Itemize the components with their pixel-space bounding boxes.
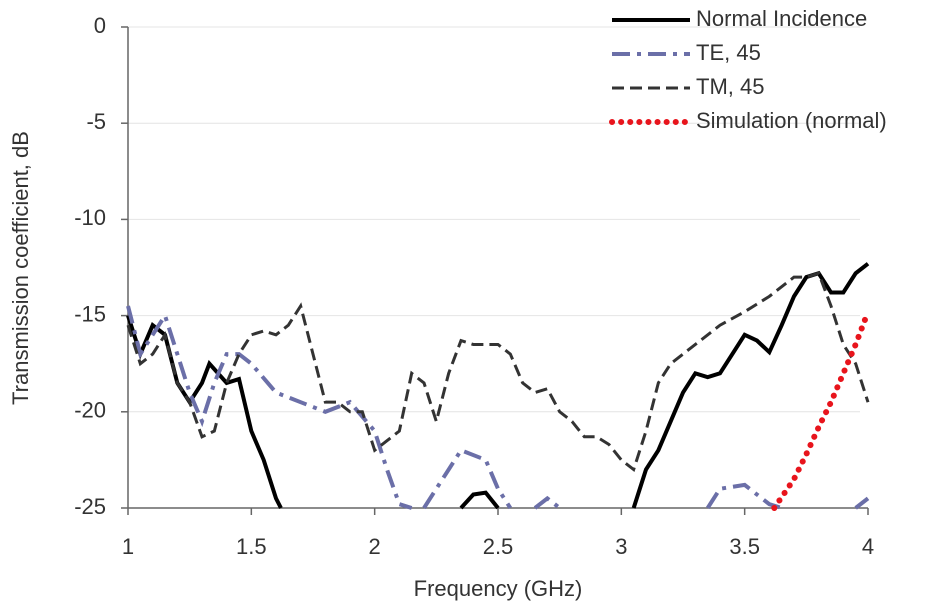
legend-label: TM, 45 <box>696 74 764 99</box>
x-axis-title: Frequency (GHz) <box>414 576 583 601</box>
y-tick-label: -10 <box>74 205 106 230</box>
x-tick-label: 4 <box>862 534 874 559</box>
x-tick-label: 3.5 <box>729 534 760 559</box>
legend-label: Simulation (normal) <box>696 108 887 133</box>
series-line <box>771 308 871 511</box>
x-tick-label: 1 <box>122 534 134 559</box>
x-tick-label: 1.5 <box>236 534 267 559</box>
x-tick-label: 3 <box>615 534 627 559</box>
series-line <box>126 262 870 510</box>
y-tick-label: -5 <box>86 109 106 134</box>
legend-label: Normal Incidence <box>696 6 867 31</box>
y-tick-label: 0 <box>94 13 106 38</box>
x-tick-label: 2 <box>369 534 381 559</box>
y-tick-label: -25 <box>74 494 106 519</box>
y-tick-label: -20 <box>74 398 106 423</box>
y-tick-label: -15 <box>74 301 106 326</box>
y-axis-title: Transmission coefficient, dB <box>8 131 33 405</box>
series-line <box>126 271 870 473</box>
legend-label: TE, 45 <box>696 40 761 65</box>
series-line <box>126 305 870 510</box>
x-tick-label: 2.5 <box>483 534 514 559</box>
